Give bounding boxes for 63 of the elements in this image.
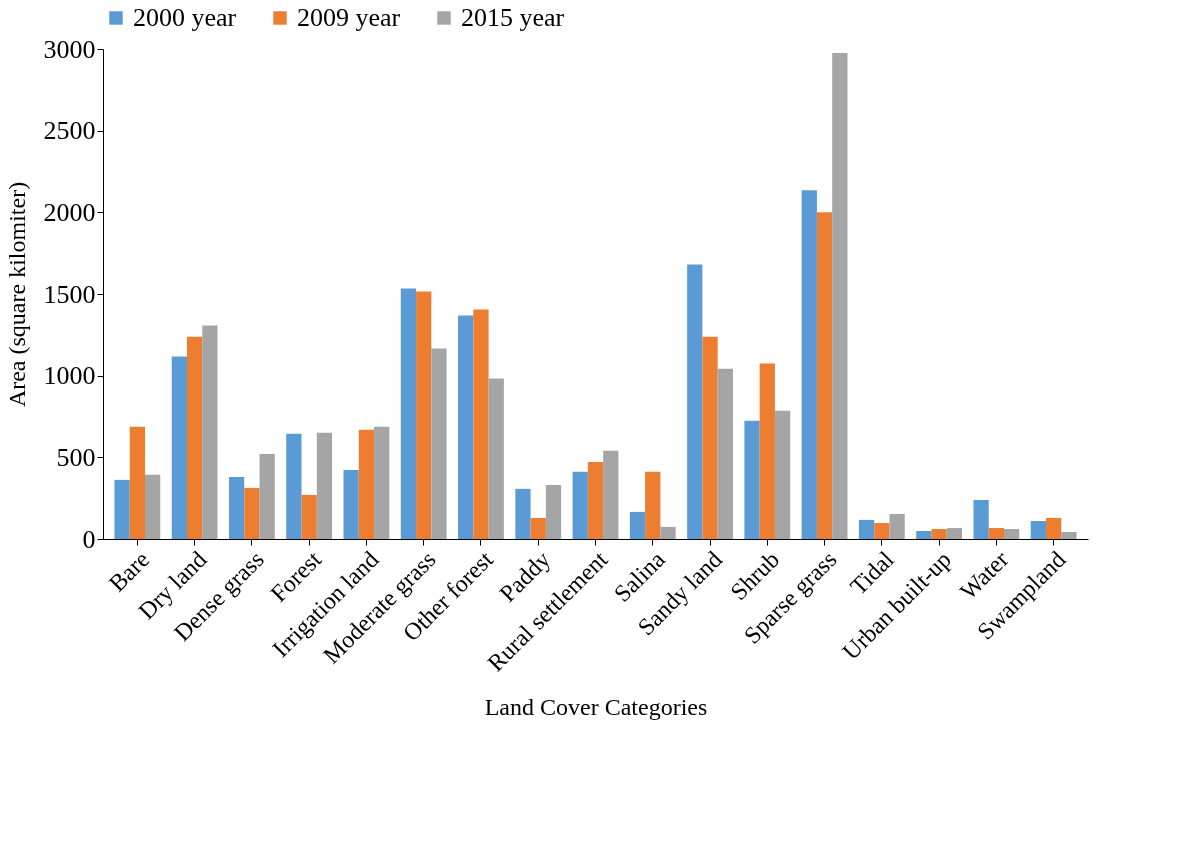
- bar: [171, 356, 187, 539]
- bar: [774, 410, 791, 539]
- legend-label: 2009 year: [297, 3, 401, 32]
- x-axis-title: Land Cover Categories: [484, 694, 708, 721]
- bar: [202, 325, 218, 539]
- bar: [759, 363, 775, 539]
- bar: [660, 526, 676, 539]
- bar: [889, 514, 905, 539]
- bar: [587, 461, 604, 539]
- bar: [259, 453, 275, 539]
- y-tick-label: 500: [56, 442, 96, 472]
- bar: [416, 291, 432, 539]
- bar: [572, 471, 588, 539]
- bar: [458, 315, 474, 539]
- bar: [858, 519, 875, 539]
- bar: [988, 528, 1005, 539]
- bar: [129, 426, 145, 539]
- bar: [816, 212, 833, 539]
- bar: [316, 432, 333, 539]
- bar: [931, 529, 947, 539]
- bar: [400, 288, 417, 539]
- bar: [545, 484, 562, 539]
- bar: [687, 264, 703, 539]
- bar: [530, 517, 546, 539]
- bar: [1004, 529, 1020, 539]
- y-tick-label: 3000: [43, 34, 96, 64]
- y-tick-label: 0: [82, 524, 96, 554]
- bar: [1030, 521, 1046, 539]
- bar: [244, 487, 260, 539]
- y-tick-label: 1000: [43, 361, 96, 391]
- bar: [973, 499, 989, 539]
- legend-label: 2000 year: [133, 3, 237, 32]
- bar: [343, 469, 359, 539]
- bar: [717, 368, 733, 539]
- bar: [473, 309, 489, 539]
- bar: [301, 494, 317, 539]
- bar: [801, 190, 817, 539]
- bar: [358, 429, 375, 539]
- bar: [702, 336, 718, 539]
- bar: [916, 531, 932, 539]
- legend-label: 2015 year: [461, 3, 565, 32]
- bar: [145, 474, 161, 539]
- bar: [374, 426, 390, 539]
- bar: [645, 471, 661, 539]
- bar: [832, 53, 848, 539]
- bar: [228, 476, 245, 539]
- bar: [186, 336, 203, 539]
- y-tick-label: 2000: [43, 197, 96, 227]
- bar: [946, 528, 963, 539]
- bar: [515, 488, 531, 539]
- bar: [114, 479, 130, 539]
- bar: [286, 433, 302, 539]
- bar: [744, 420, 760, 539]
- bar: [1046, 517, 1062, 539]
- y-tick-label: 1500: [43, 279, 96, 309]
- bar: [1061, 531, 1077, 539]
- y-axis-title: Area (square kilomiter): [3, 181, 30, 408]
- bar: [488, 378, 504, 539]
- bar: [874, 522, 890, 539]
- bar: [603, 450, 619, 539]
- bar: [629, 511, 646, 539]
- bar: [431, 348, 447, 539]
- y-tick-label: 2500: [43, 116, 96, 146]
